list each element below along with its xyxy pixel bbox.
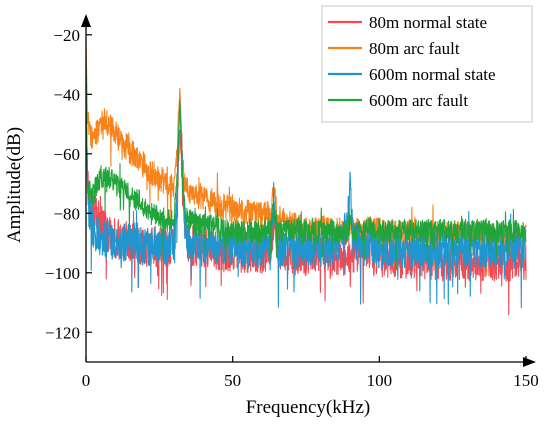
legend-box [321, 5, 533, 123]
series-line [85, 64, 527, 271]
y-axis-title: Amplitude(dB) [4, 127, 25, 243]
x-ticks: 0 50 100 150 [82, 356, 539, 390]
series-layer [85, 40, 527, 316]
y-tick-label: −20 [53, 26, 80, 45]
x-tick-label: 50 [224, 371, 241, 390]
y-tick-label: −100 [45, 264, 80, 283]
y-ticks: −120 −100 −80 −60 −40 −20 [45, 26, 92, 342]
x-tick-label: 0 [82, 371, 91, 390]
legend-label: 600m normal state [369, 65, 496, 84]
legend-label: 80m normal state [369, 13, 487, 32]
legend-label: 80m arc fault [369, 39, 460, 58]
y-tick-label: −40 [53, 85, 80, 104]
y-tick-label: −120 [45, 323, 80, 342]
x-axis-arrow [523, 357, 536, 367]
y-axis-arrow [81, 14, 91, 27]
x-tick-label: 100 [367, 371, 393, 390]
y-tick-label: −60 [53, 145, 80, 164]
x-tick-label: 150 [513, 371, 539, 390]
legend-label: 600m arc fault [369, 91, 468, 110]
legend: 80m normal state 80m arc fault 600m normal… [321, 5, 533, 123]
y-tick-label: −80 [53, 204, 80, 223]
axes: 0 50 100 150 −120 −100 −80 −60 −40 −20 [45, 14, 539, 390]
x-axis-title: Frequency(kHz) [246, 397, 371, 418]
series-line [85, 64, 527, 309]
